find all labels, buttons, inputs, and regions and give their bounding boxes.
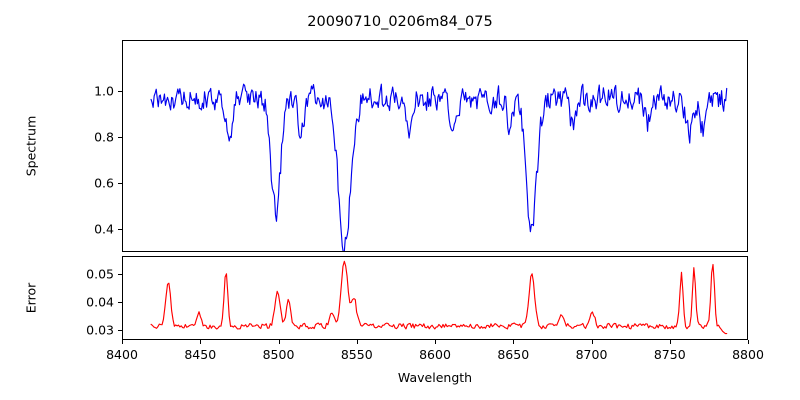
x-tick-label: 8400	[106, 347, 138, 362]
spectrum-panel	[122, 40, 748, 252]
y-tick-mark	[118, 90, 122, 92]
y-tick-mark	[118, 136, 122, 138]
y-tick-label: 0.6	[94, 175, 114, 191]
y-tick-label: 0.04	[86, 294, 114, 310]
spectrum-plot-area	[150, 83, 728, 251]
x-tick-mark	[200, 340, 202, 344]
x-tick-mark	[748, 340, 750, 344]
x-tick-label: 8600	[419, 347, 451, 362]
y-axis-label-spectrum: Spectrum	[23, 115, 39, 177]
x-tick-label: 8550	[340, 347, 373, 362]
x-tick-label: 8650	[497, 347, 530, 362]
x-tick-label: 8450	[184, 347, 217, 362]
y-tick-label: 1.0	[94, 83, 114, 99]
y-tick-mark	[118, 228, 122, 231]
x-tick-mark	[122, 340, 124, 344]
page-title: 20090710_0206m84_075	[307, 14, 493, 30]
x-tick-label: 8800	[732, 347, 764, 362]
y-tick-mark	[118, 274, 122, 276]
y-tick-label: 0.8	[94, 129, 114, 145]
x-tick-mark	[435, 340, 437, 344]
x-tick-mark	[356, 340, 358, 344]
x-axis-label: Wavelength	[397, 370, 473, 385]
y-tick-label: 0.4	[94, 221, 114, 237]
x-tick-mark	[278, 340, 280, 344]
x-tick-mark	[591, 340, 593, 344]
error-panel	[122, 256, 748, 340]
error-plot-area	[150, 260, 728, 335]
y-tick-mark	[118, 302, 122, 304]
error-line	[150, 260, 728, 335]
y-axis-label-error: Error	[23, 282, 39, 314]
x-tick-label: 8700	[575, 347, 608, 362]
y-tick-label: 0.05	[86, 266, 114, 282]
y-tick-mark	[118, 182, 122, 184]
x-tick-mark	[669, 340, 671, 344]
x-tick-label: 8500	[262, 347, 295, 362]
y-tick-label: 0.03	[86, 322, 114, 338]
y-tick-mark	[118, 330, 122, 332]
spectrum-line	[150, 83, 728, 251]
x-tick-mark	[513, 340, 515, 344]
x-tick-label: 8750	[653, 347, 686, 362]
